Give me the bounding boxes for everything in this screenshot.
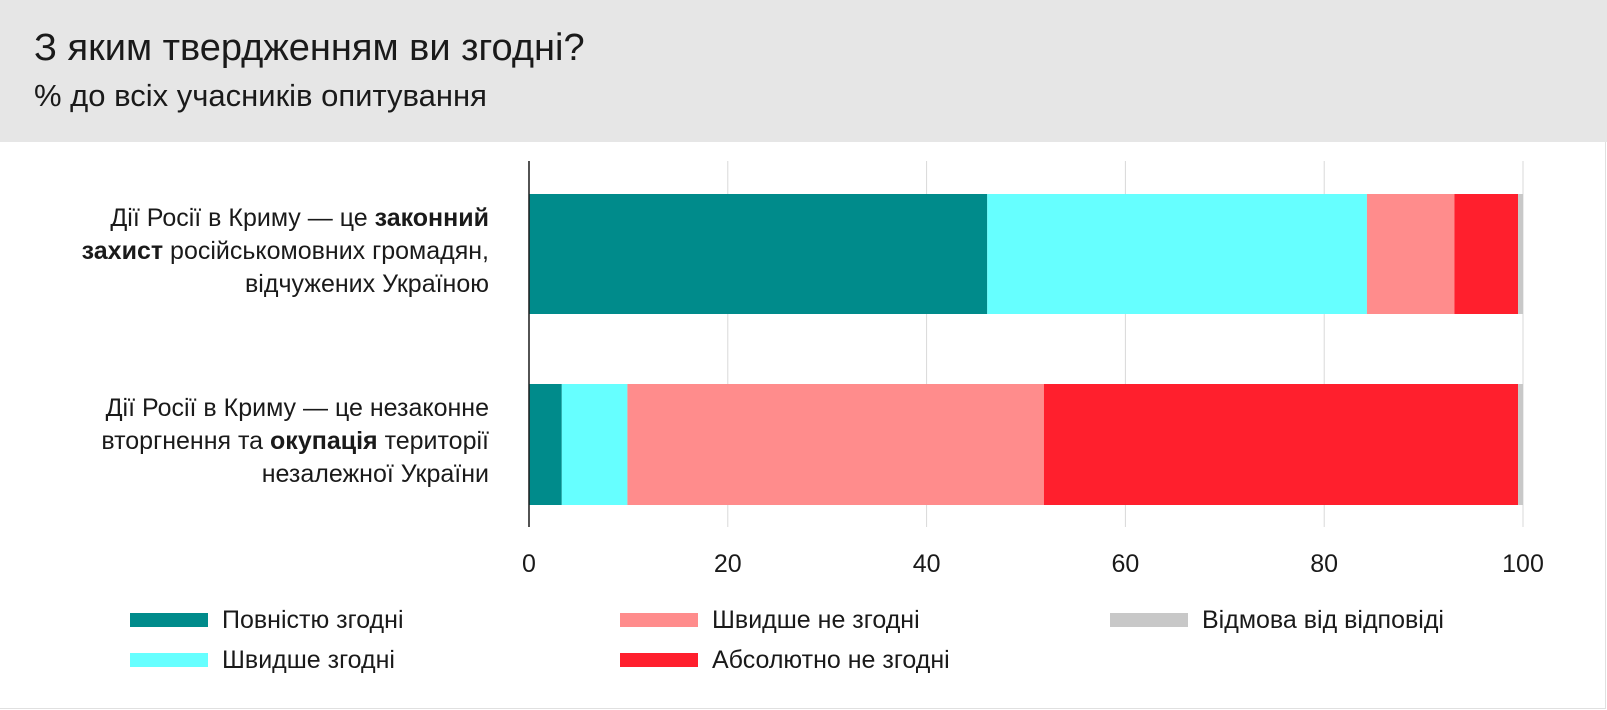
bar-segment [561, 384, 628, 505]
bar-segment [1518, 384, 1523, 505]
bar-segment [529, 384, 562, 505]
legend-item: Абсолютно не згодні [620, 643, 950, 677]
legend-swatch [1110, 613, 1188, 627]
category-label: Дії Росії в Криму — це законний захист ро… [29, 202, 489, 301]
chart-title: З яким твердженням ви згодні? [34, 27, 585, 69]
bar-segment [1518, 194, 1523, 314]
category-label-run: вторгнення та [101, 427, 271, 455]
x-tick-label: 20 [714, 550, 742, 578]
category-label-run: Дії Росії в Криму — це [110, 204, 375, 232]
bar-segment [987, 194, 1367, 314]
legend-label: Абсолютно не згодні [712, 645, 950, 674]
legend-label: Швидше не згодні [712, 605, 920, 634]
category-label-bold-run: окупація [270, 427, 378, 455]
legend-item: Швидше не згодні [620, 603, 920, 637]
x-tick-label: 0 [522, 550, 536, 578]
legend-swatch [620, 613, 698, 627]
legend-swatch [130, 613, 208, 627]
chart-header: З яким твердженням ви згодні? % до всіх … [0, 0, 1607, 142]
category-label-run: російськомовних громадян, [163, 237, 489, 265]
legend-label: Повністю згодні [222, 605, 404, 634]
category-label-run: незалежної України [261, 460, 489, 488]
legend-swatch [620, 653, 698, 667]
chart-frame [0, 142, 1606, 709]
bar-segment [1454, 194, 1519, 314]
legend-item: Відмова від відповіді [1110, 603, 1444, 637]
x-tick-label: 100 [1502, 550, 1544, 578]
x-tick-label: 40 [913, 550, 941, 578]
legend-label: Швидше згодні [222, 645, 395, 674]
legend-label: Відмова від відповіді [1202, 605, 1444, 634]
x-tick-label: 80 [1310, 550, 1338, 578]
bar-segment [627, 384, 1044, 505]
category-label-run: Дії Росії в Криму — це незаконне [105, 394, 489, 422]
bar-segment [1043, 384, 1519, 505]
x-tick-label: 60 [1111, 550, 1139, 578]
legend-item: Повністю згодні [130, 603, 404, 637]
bar-segment [529, 194, 988, 314]
legend-item: Швидше згодні [130, 643, 395, 677]
legend-swatch [130, 653, 208, 667]
category-label: Дії Росії в Криму — це незаконне вторгнен… [29, 392, 489, 491]
category-label-bold-run: законний [374, 204, 489, 232]
category-label-bold-run: захист [81, 237, 164, 265]
bar-segment [1366, 194, 1455, 314]
category-label-run: відчужених Україною [245, 270, 489, 298]
category-label-run: території [377, 427, 489, 455]
chart-subtitle: % до всіх учасників опитування [34, 78, 487, 113]
